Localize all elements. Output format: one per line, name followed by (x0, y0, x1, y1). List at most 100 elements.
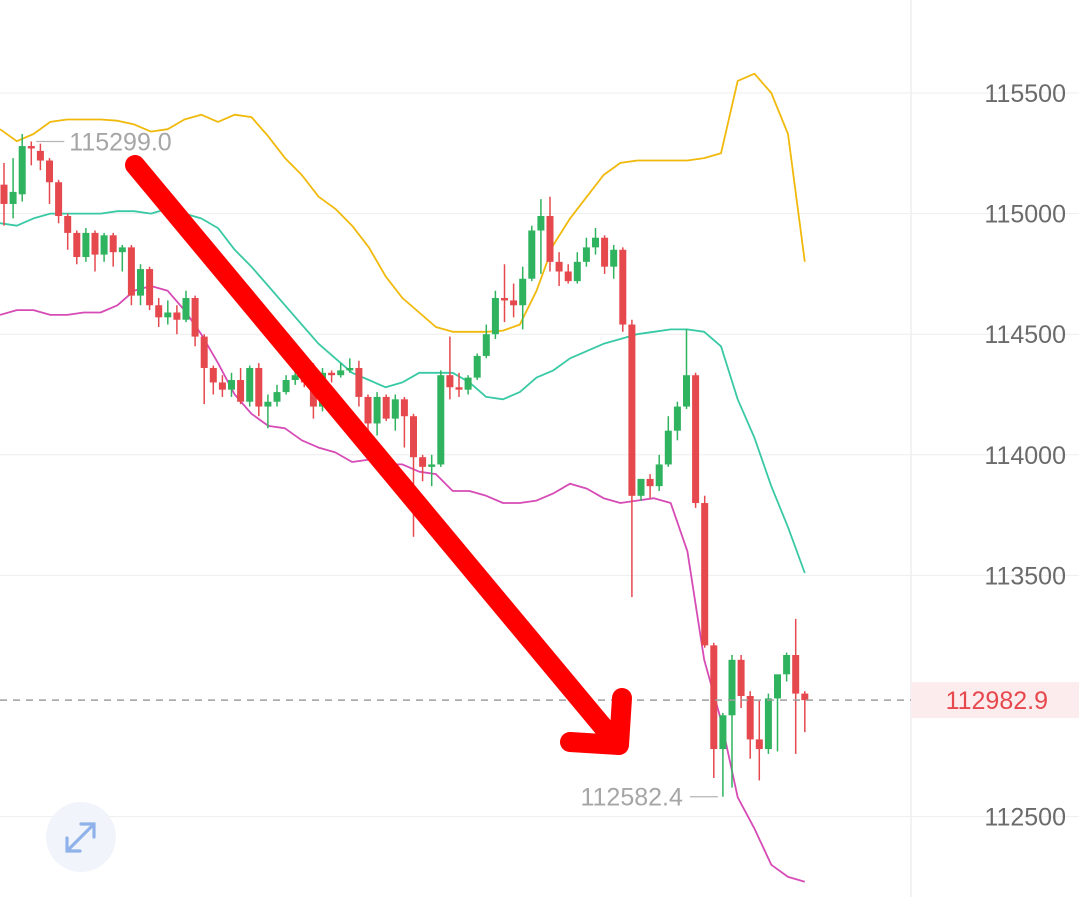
candle (519, 266, 527, 330)
candle (637, 478, 645, 501)
candle-body (282, 380, 290, 393)
candle-body (710, 645, 718, 750)
high-annotation-label: 115299.0 (69, 128, 171, 156)
candle-body (209, 367, 217, 383)
candle (664, 416, 672, 467)
y-axis: 115500 115000 114500 114000 113500 112500 (984, 80, 1066, 832)
candle (410, 413, 417, 537)
candle-body (0, 184, 8, 204)
candle (328, 370, 336, 383)
candle-body (783, 654, 791, 675)
candle (27, 141, 35, 166)
candle (391, 394, 399, 431)
candle (564, 264, 572, 284)
candle (91, 230, 99, 272)
candle (109, 232, 117, 267)
candle (264, 394, 272, 429)
candle (382, 394, 390, 422)
candle-body (582, 247, 590, 262)
candle-body (182, 298, 190, 320)
current-price-label: 112982.9 (946, 687, 1048, 715)
candle-body (437, 375, 445, 465)
candle (64, 213, 72, 250)
candle-body (164, 312, 172, 318)
low-annotation-label: 112582.4 (580, 784, 683, 812)
candle (646, 474, 654, 499)
candle (337, 363, 345, 378)
candle (455, 372, 463, 397)
candle (601, 235, 609, 274)
candle (655, 454, 663, 491)
candle-body (755, 739, 763, 750)
candle-body (491, 298, 499, 335)
candle-body (792, 654, 800, 694)
candle-body (655, 464, 663, 487)
candle (728, 654, 736, 788)
candle-body (701, 503, 709, 646)
candle-body (191, 298, 199, 337)
candle (273, 384, 281, 407)
candle-body (519, 278, 527, 306)
y-tick-label: 114000 (984, 442, 1066, 470)
candle (237, 367, 245, 405)
candle-body (746, 696, 754, 740)
candle (673, 401, 681, 441)
expand-button[interactable] (46, 802, 116, 872)
candle-body (719, 715, 727, 750)
candle-body (337, 370, 345, 376)
candle (482, 324, 490, 359)
candle (127, 244, 135, 306)
candle (255, 363, 263, 417)
candle (537, 199, 545, 274)
candle (228, 372, 235, 397)
candle (619, 247, 627, 332)
candle (701, 495, 709, 648)
candle (146, 266, 154, 311)
candle-body (9, 191, 17, 204)
middle-band-line (0, 207, 806, 574)
candle (118, 244, 126, 272)
candle (473, 353, 481, 381)
candle-body (200, 336, 208, 368)
candle-body (382, 396, 390, 419)
candle-body (118, 247, 126, 253)
candle (209, 365, 217, 395)
candle-body (364, 396, 372, 424)
candle (592, 228, 599, 255)
candle-body (555, 261, 563, 272)
arrow-shaft (125, 155, 624, 750)
candle (610, 244, 618, 279)
candle-body (228, 380, 235, 390)
candle-body (91, 232, 99, 255)
candle-body (100, 235, 108, 255)
candle (573, 252, 581, 284)
candle (191, 295, 199, 347)
candles (0, 134, 809, 797)
y-tick-label: 115000 (984, 201, 1066, 229)
y-tick-label: 114500 (984, 321, 1066, 349)
candle-body (774, 674, 781, 699)
candle (55, 179, 63, 224)
down-trend-arrow (125, 155, 632, 755)
candle (246, 365, 254, 407)
candle (155, 298, 163, 327)
candle (783, 652, 791, 682)
candle-body (628, 324, 636, 496)
candle-body (18, 146, 26, 195)
candle (683, 329, 690, 409)
y-tick-label: 112500 (984, 804, 1066, 832)
expand-arrows-icon (65, 822, 96, 853)
candle-body (410, 416, 417, 458)
candle (801, 691, 809, 733)
upper-band-line (0, 72, 806, 333)
candle (737, 654, 745, 709)
candle (628, 319, 636, 598)
y-tick-label: 113500 (984, 562, 1066, 590)
candle (182, 290, 190, 323)
candle-body (564, 271, 572, 282)
candle-body (173, 312, 181, 320)
candle-body (683, 375, 690, 407)
candle (755, 700, 763, 781)
candle (501, 264, 508, 323)
